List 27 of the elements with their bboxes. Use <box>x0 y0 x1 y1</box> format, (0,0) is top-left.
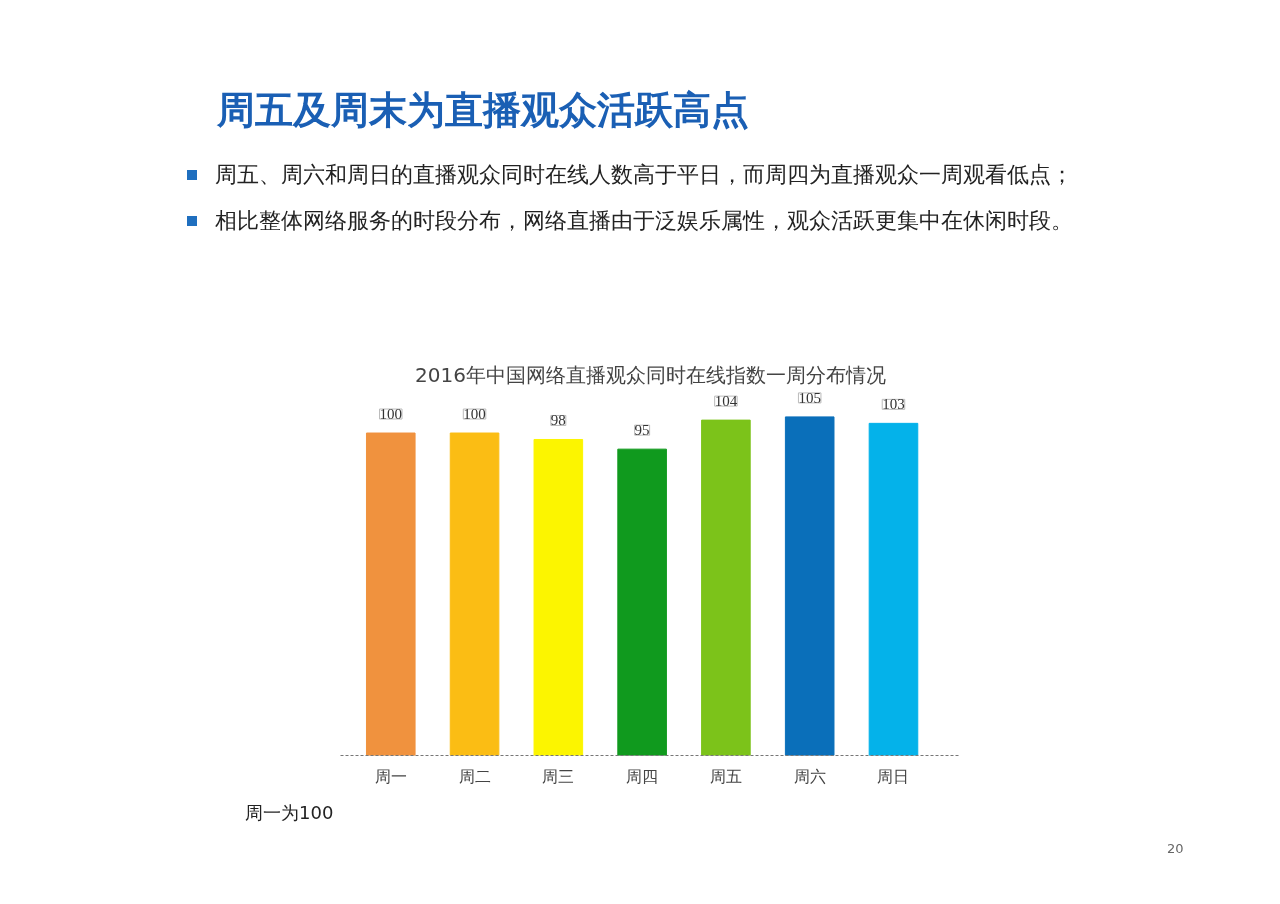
x-tick-label: 周四 <box>626 766 659 786</box>
data-label: 95 <box>634 422 650 439</box>
bar <box>449 432 500 756</box>
bar <box>868 422 919 756</box>
chart-subtitle: 2016年中国网络直播观众同时在线指数一周分布情况 <box>415 362 886 387</box>
data-label: 103 <box>882 396 905 413</box>
data-label: 100 <box>379 406 403 423</box>
bar <box>784 416 835 756</box>
chart-title: 周五及周末为直播观众活跃高点 <box>217 87 750 134</box>
x-tick-label: 周二 <box>458 766 491 786</box>
text: 周五、周六和周日的直播观众同时在线人数高于平日，而周四为直播观众一周观看低点； <box>215 161 1074 190</box>
bar <box>533 438 584 756</box>
x-tick-label: 周三 <box>542 766 575 786</box>
data-label: 100 <box>463 406 486 423</box>
bar <box>365 432 416 756</box>
data-label: 98 <box>550 412 566 429</box>
data-label: 104 <box>714 393 738 410</box>
x-tick-label: 周五 <box>709 766 742 786</box>
text: 相比整体网络服务的时段分布，网络直播由于泛娱乐属性，观众活跃更集中在休闲时段。 <box>215 207 1074 236</box>
x-tick-label: 周六 <box>793 766 826 786</box>
text: 20 <box>1167 840 1184 858</box>
data-label: 105 <box>798 389 821 406</box>
bar <box>617 448 667 756</box>
x-tick-label: 周一 <box>374 766 407 786</box>
x-tick-label: 周日 <box>877 766 910 786</box>
bar <box>701 419 751 756</box>
text: 周一为100 <box>245 801 334 825</box>
